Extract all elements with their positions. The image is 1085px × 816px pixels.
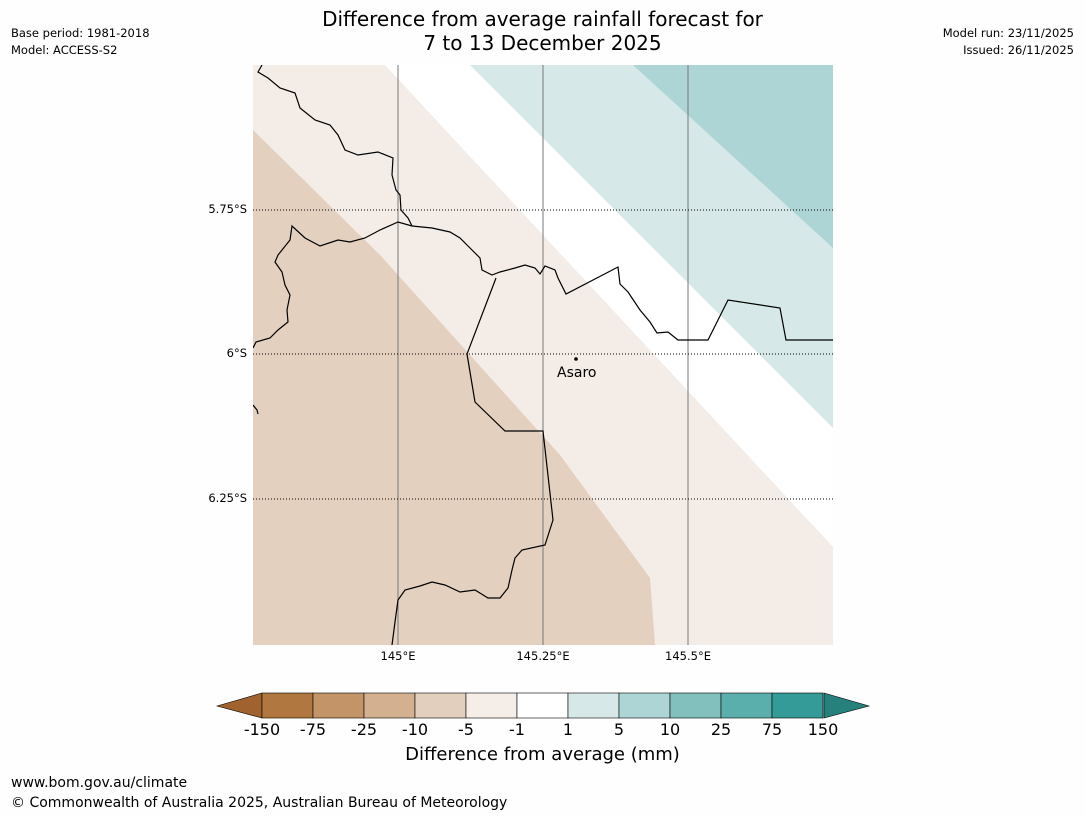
colorbar-segment [465,692,518,719]
boundary-edge [253,404,259,415]
colorbar-segment [720,692,773,719]
title-line-2: 7 to 13 December 2025 [423,31,662,55]
colorbar-segment [363,692,416,719]
colorbar-tick-label: 150 [807,720,839,739]
lat-label-6: 6°S [226,346,247,360]
colorbar-tick-label: -1 [509,720,525,739]
map-area [253,65,833,645]
place-label-asaro: Asaro [557,365,597,381]
colorbar-segment [669,692,722,719]
colorbar [215,692,871,719]
model-name: Model: ACCESS-S2 [11,43,118,57]
colorbar-segment [516,692,569,719]
colorbar-segment [618,692,671,719]
lon-label-145: 145°E [380,649,416,663]
boundary-central [411,225,833,341]
meta-right: Model run: 23/11/2025 Issued: 26/11/2025 [943,25,1074,59]
colorbar-tick-label: -150 [243,720,281,739]
lat-label-6-25: 6.25°S [208,491,247,505]
band-minus-10-to-minus-5 [253,130,655,645]
base-period: Base period: 1981-2018 [11,26,150,40]
colorbar-tick-label: 10 [659,720,681,739]
colorbar-tick-label: -10 [401,720,429,739]
footer-copyright: © Commonwealth of Australia 2025, Austra… [11,795,508,811]
lon-label-145-5: 145.5°E [665,649,711,663]
colorbar-tick-label: -5 [458,720,474,739]
boundary-north [257,65,413,227]
colorbar-tick-label: -75 [299,720,327,739]
band-5-to-10 [633,65,833,248]
colorbar-tick-label: 25 [710,720,732,739]
colorbar-arrow-left [215,692,263,719]
colorbar-segment [261,692,314,719]
meta-left: Base period: 1981-2018 Model: ACCESS-S2 [11,25,150,59]
colorbar-segment [414,692,467,719]
colorbar-segment [567,692,620,719]
colorbar-tick-label: 1 [562,720,574,739]
footer-url: www.bom.gov.au/climate [11,775,188,791]
colorbar-arrow-right [823,692,871,719]
colorbar-label: Difference from average (mm) [405,744,680,765]
issued-date: Issued: 26/11/2025 [963,43,1074,57]
colorbar-segment [312,692,365,719]
colorbar-tick-label: 5 [613,720,625,739]
colorbar-tick-label: -25 [350,720,378,739]
lon-label-145-25: 145.25°E [516,649,570,663]
boundary-west [253,221,413,349]
lat-label-5-75: 5.75°S [208,202,247,216]
title-line-1: Difference from average rainfall forecas… [322,7,763,31]
asaro-marker [574,357,578,361]
colorbar-segment [771,692,824,719]
boundaries [253,65,833,645]
chart-title: Difference from average rainfall forecas… [0,7,1085,55]
boundary-divide-a [391,277,554,645]
model-run: Model run: 23/11/2025 [942,26,1074,40]
colorbar-tick-label: 75 [761,720,783,739]
